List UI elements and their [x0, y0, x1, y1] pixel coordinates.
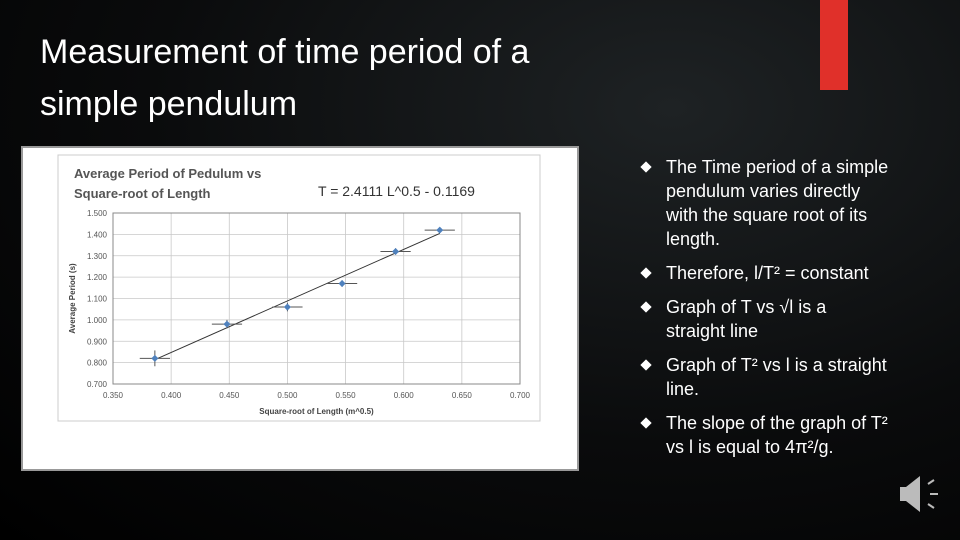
point: [436, 226, 444, 234]
speaker-icon: [900, 476, 938, 512]
y-tick-label: 1.300: [87, 252, 108, 261]
bullet-list: The Time period of a simple pendulum var…: [640, 155, 890, 469]
chart-title: Average Period of Pedulum vs: [74, 166, 261, 181]
point: [338, 280, 346, 288]
x-tick-label: 0.450: [219, 391, 240, 400]
x-tick-label: 0.550: [336, 391, 357, 400]
bullet: The slope of the graph of T² vs l is equ…: [640, 411, 890, 459]
x-tick-label: 0.600: [394, 391, 415, 400]
y-tick-label: 1.000: [87, 316, 108, 325]
y-tick-label: 1.200: [87, 273, 108, 282]
bullet: The Time period of a simple pendulum var…: [640, 155, 890, 251]
chart-title: Square-root of Length: [74, 186, 211, 201]
accent-bar: [820, 0, 848, 90]
trendline: [154, 232, 440, 361]
plot-border: [112, 212, 521, 385]
point: [283, 303, 291, 311]
title-line: simple pendulum: [40, 85, 298, 123]
x-axis-label: Square-root of Length (m^0.5): [259, 407, 374, 416]
x-tick-label: 0.650: [452, 391, 473, 400]
x-tick-label: 0.350: [103, 391, 124, 400]
y-tick-label: 0.800: [87, 359, 108, 368]
y-tick-label: 0.900: [87, 337, 108, 346]
annotation: T = 2.4111 L^0.5 - 0.1169: [318, 183, 475, 199]
x-tick-label: 0.700: [510, 391, 531, 400]
y-tick-label: 1.400: [87, 230, 108, 239]
chart-area: [57, 154, 541, 422]
slide-title: Measurement of time period of a simple p…: [40, 26, 529, 130]
bullet: Therefore, l/T² = constant: [640, 261, 890, 285]
bullet: Graph of T vs √l is a straight line: [640, 295, 890, 343]
x-tick-label: 0.500: [277, 391, 298, 400]
point: [151, 354, 159, 362]
x-tick-label: 0.400: [161, 391, 182, 400]
y-tick-label: 1.100: [87, 295, 108, 304]
bullet: Graph of T² vs l is a straight line.: [640, 353, 890, 401]
point: [223, 320, 231, 328]
y-tick-label: 0.700: [87, 380, 108, 389]
y-axis-label: Average Period (s): [68, 263, 77, 334]
title-line: Measurement of time period of a: [40, 33, 530, 71]
point: [392, 247, 400, 256]
y-tick-label: 1.500: [87, 209, 108, 218]
